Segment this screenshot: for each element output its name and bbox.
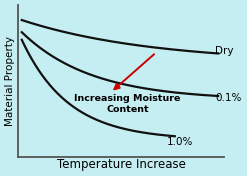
Y-axis label: Material Property: Material Property [5,36,15,126]
X-axis label: Temperature Increase: Temperature Increase [57,158,185,171]
Text: Dry: Dry [215,46,234,56]
Text: Increasing Moisture
Content: Increasing Moisture Content [75,94,181,114]
Text: 1.0%: 1.0% [166,137,193,147]
Text: 0.1%: 0.1% [215,93,242,103]
